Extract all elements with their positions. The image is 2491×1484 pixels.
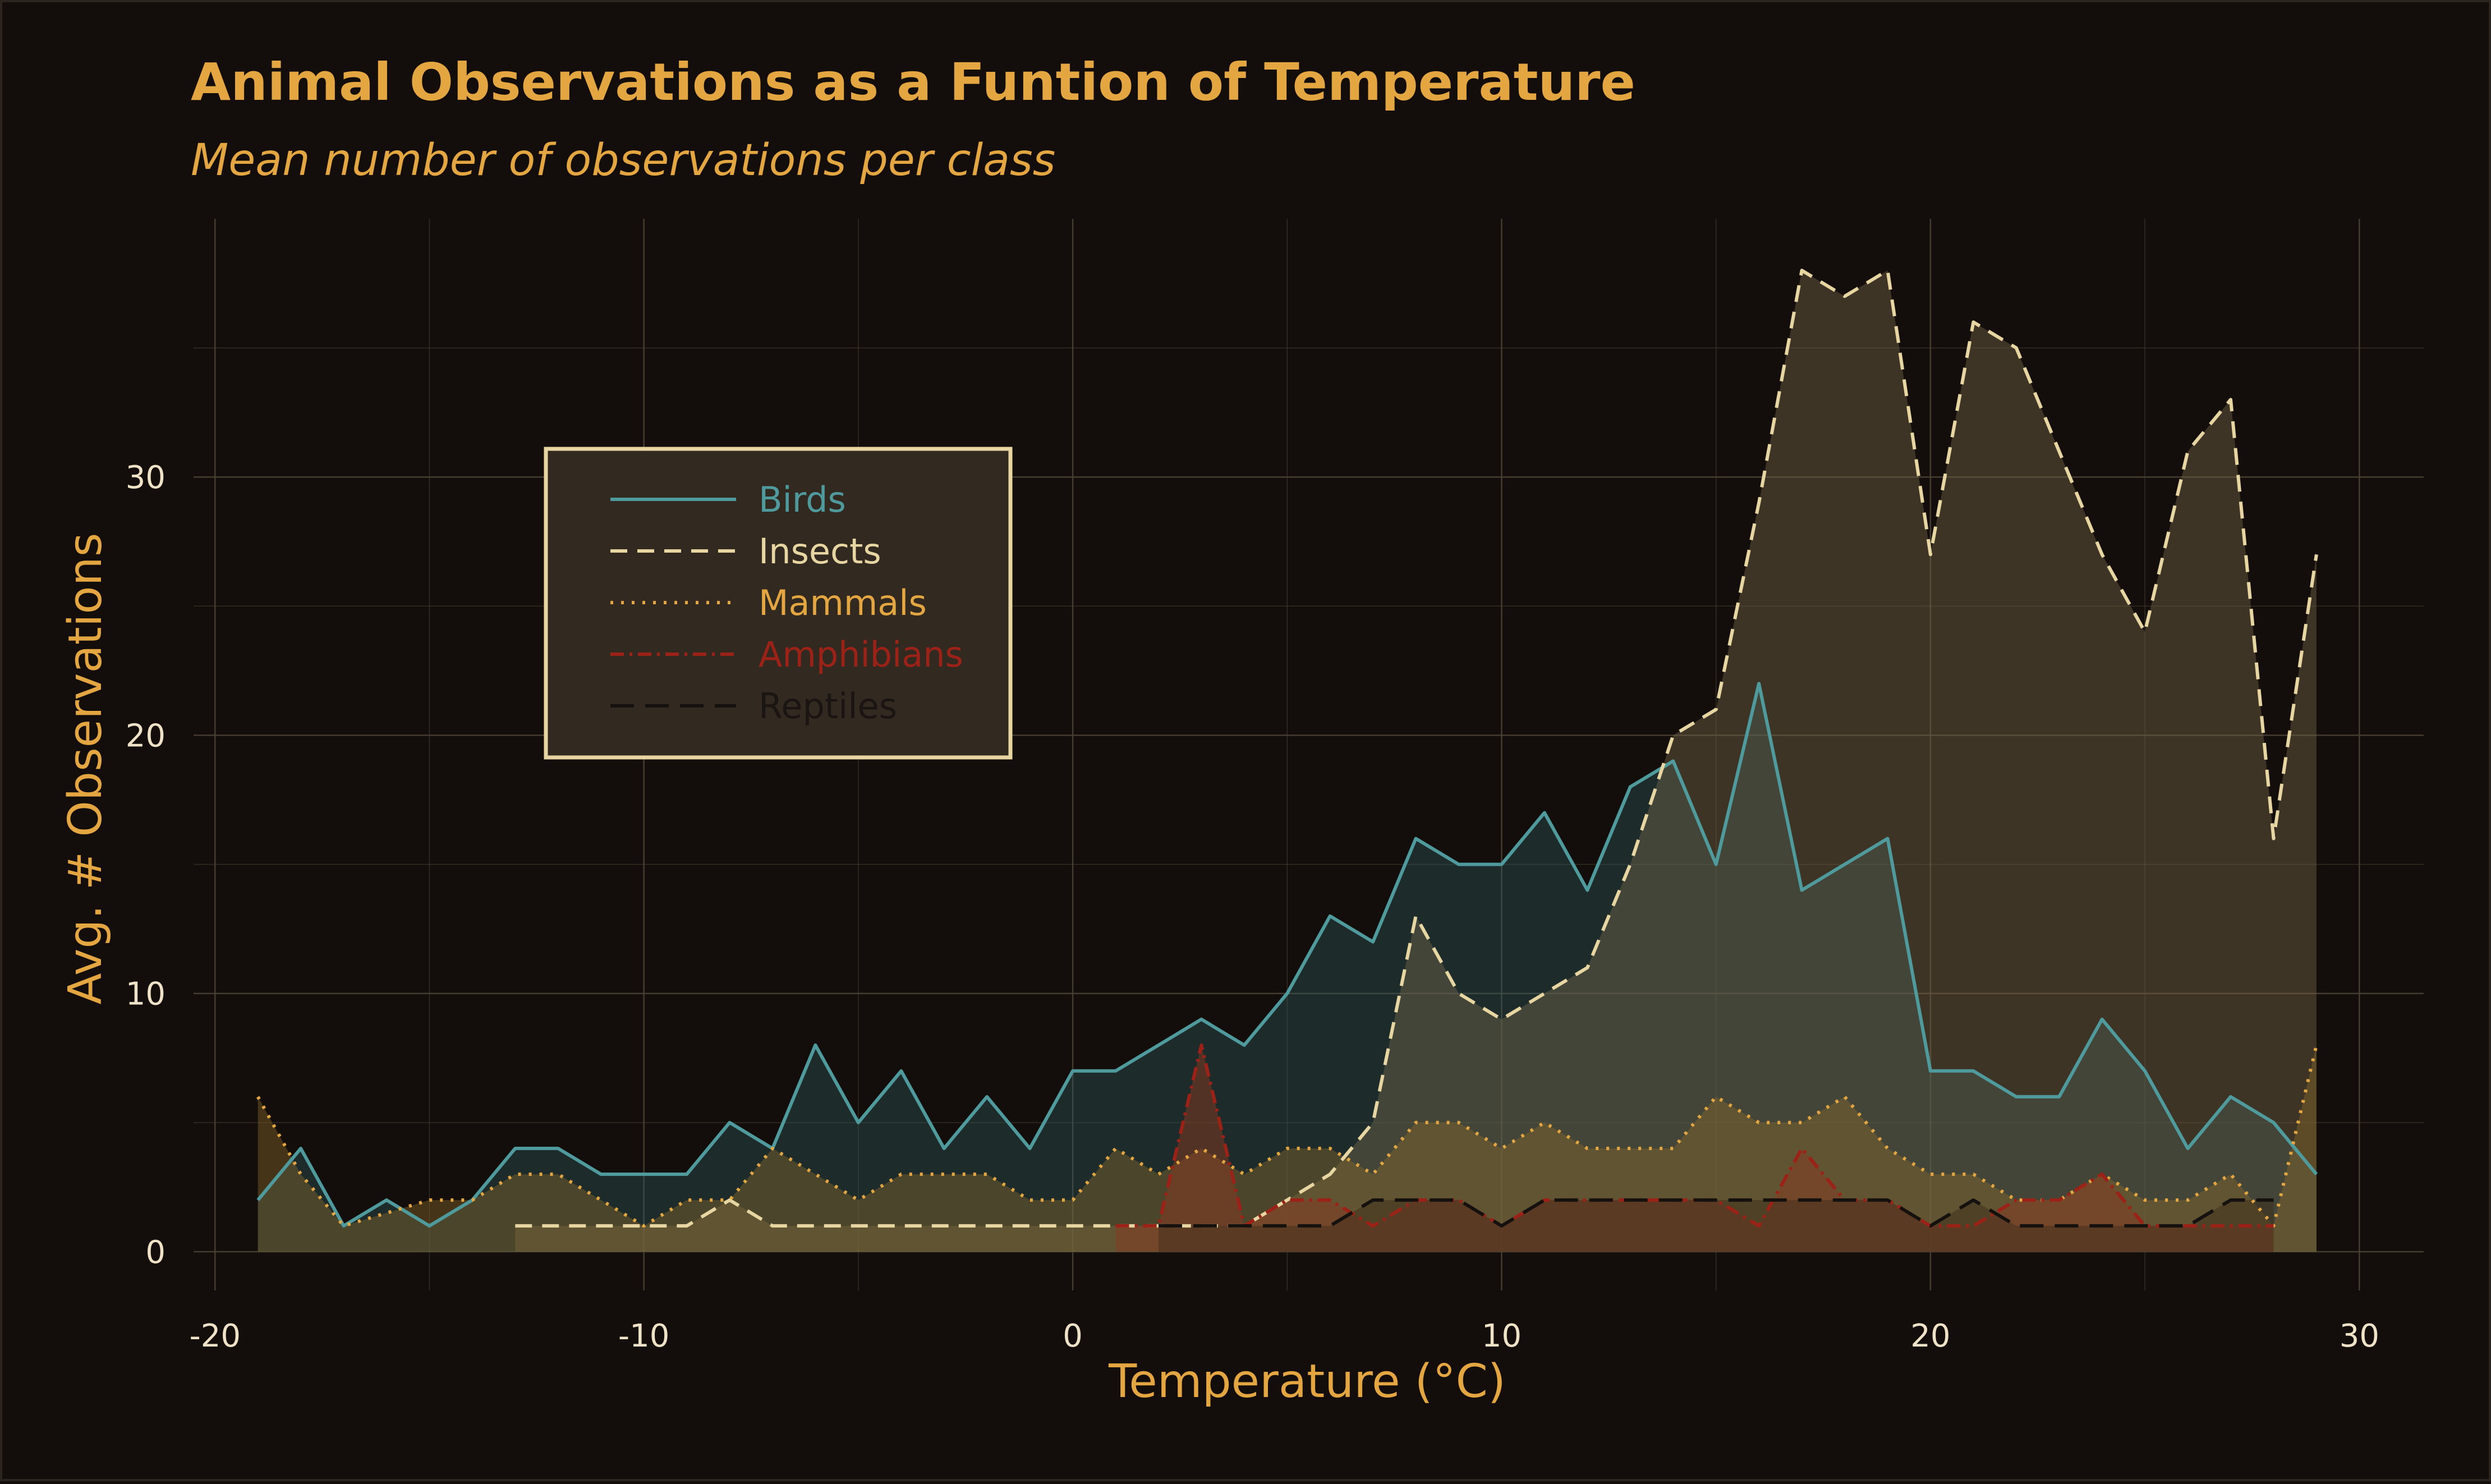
legend: Birds Insects Mammals Amphibians Reptiles	[544, 447, 1013, 760]
x-tick-label: 30	[2340, 1318, 2379, 1354]
insects-area	[515, 270, 2317, 1252]
birds-area	[258, 683, 2317, 1252]
x-tick-label: -10	[618, 1318, 669, 1354]
x-tick-label: 10	[1482, 1318, 1522, 1354]
y-tick-label: 10	[126, 976, 166, 1013]
amphibians-legend-label: Amphibians	[759, 634, 963, 675]
reptiles-legend-label: Reptiles	[759, 686, 897, 727]
amphibians-area	[1115, 1045, 2274, 1252]
x-tick-label: -20	[189, 1318, 240, 1354]
grid-lines	[194, 219, 2424, 1290]
birds-legend-label: Birds	[759, 479, 846, 520]
reptiles-line	[1159, 1198, 2274, 1228]
mammals-line	[256, 1045, 2318, 1228]
x-axis-label: Temperature (°C)	[1108, 1355, 1506, 1408]
x-tick-label: 0	[1063, 1318, 1083, 1354]
mammals-legend-label: Mammals	[759, 582, 927, 623]
birds-line	[256, 682, 2318, 1228]
tick-labels: -20 -10 0 10 20 30 0 10 20 30	[126, 460, 2379, 1354]
y-tick-label: 30	[126, 460, 166, 496]
series-lines	[256, 269, 2318, 1228]
y-tick-label: 0	[145, 1234, 166, 1271]
chart-subtitle: Mean number of observations per class	[191, 135, 1055, 186]
x-tick-label: 20	[1910, 1318, 1950, 1354]
y-tick-label: 20	[126, 718, 166, 754]
chart-title: Animal Observations as a Funtion of Temp…	[191, 52, 1635, 112]
insects-legend-label: Insects	[759, 531, 881, 572]
insects-line	[515, 269, 2318, 1228]
y-axis-label: Avg. # Observations	[59, 533, 112, 1005]
